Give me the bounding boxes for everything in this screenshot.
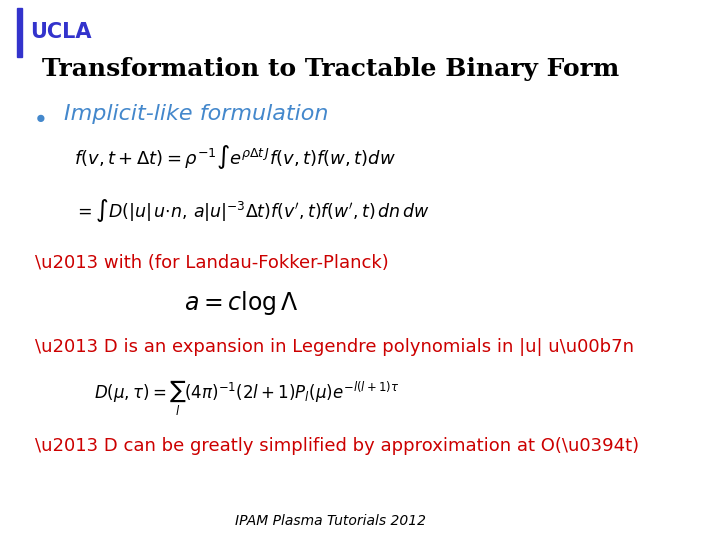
Bar [17, 8, 22, 57]
Text: \u2013 D is an expansion in Legendre polynomials in |u| u\u00b7n: \u2013 D is an expansion in Legendre pol… [35, 338, 634, 355]
Text: $D(\mu,\tau) = \sum_{l}(4\pi)^{-1}(2l+1)P_l(\mu)e^{-l(l+1)\tau}$: $D(\mu,\tau) = \sum_{l}(4\pi)^{-1}(2l+1)… [94, 378, 400, 418]
Text: UCLA: UCLA [30, 22, 91, 43]
Text: IPAM Plasma Tutorials 2012: IPAM Plasma Tutorials 2012 [235, 514, 426, 528]
Text: $= \int D(|u|\,u{\cdot}n,\,a|u|^{-3}\Delta t)f(v',t)f(w',t)\,dn\,dw$: $= \int D(|u|\,u{\cdot}n,\,a|u|^{-3}\Del… [74, 197, 430, 224]
Text: \u2013 with (for Landau-Fokker-Planck): \u2013 with (for Landau-Fokker-Planck) [35, 254, 389, 272]
Text: \u2013 D can be greatly simplified by approximation at O(\u0394t): \u2013 D can be greatly simplified by ap… [35, 437, 639, 455]
Text: $\bullet$: $\bullet$ [32, 105, 45, 129]
Text: Transformation to Tractable Binary Form: Transformation to Tractable Binary Form [42, 57, 619, 80]
Text: $a = c\log\Lambda$: $a = c\log\Lambda$ [184, 289, 298, 317]
Text: Implicit-like formulation: Implicit-like formulation [64, 104, 329, 124]
Text: $f(v,t+\Delta t) = \rho^{-1}\int e^{\rho \Delta t\, J} f(v,t)f(w,t)dw$: $f(v,t+\Delta t) = \rho^{-1}\int e^{\rho… [74, 143, 396, 171]
